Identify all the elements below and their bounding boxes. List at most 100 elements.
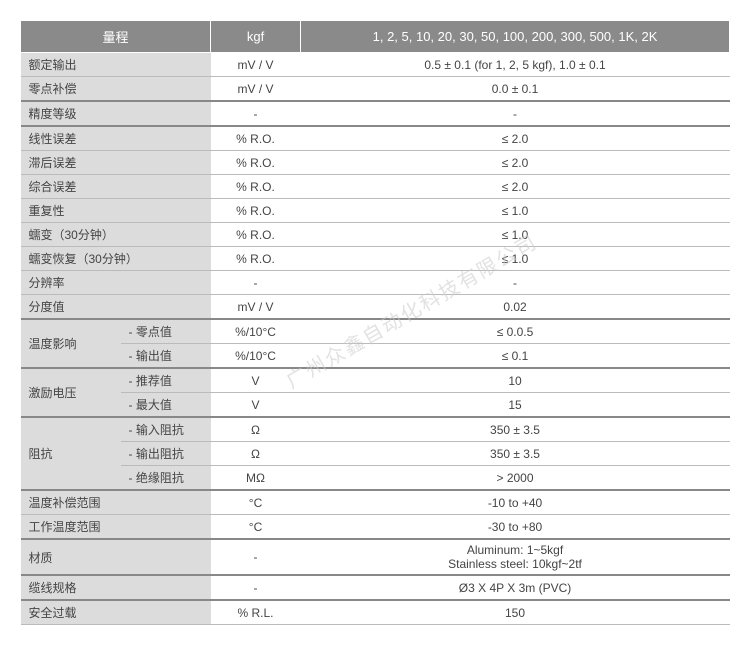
- row-unit: % R.L.: [211, 600, 301, 625]
- header-range: 量程: [21, 21, 211, 53]
- row-unit: °C: [211, 515, 301, 540]
- row-unit: MΩ: [211, 466, 301, 491]
- table-row: 精度等级--: [21, 101, 730, 126]
- row-unit: %/10°C: [211, 344, 301, 369]
- row-unit: % R.O.: [211, 151, 301, 175]
- table-row: - 输出值%/10°C≤ 0.1: [21, 344, 730, 369]
- row-unit: % R.O.: [211, 247, 301, 271]
- row-unit: V: [211, 368, 301, 393]
- row-label: 温度补偿范围: [21, 490, 211, 515]
- row-sublabel: - 输出阻抗: [121, 442, 211, 466]
- row-value: ≤ 1.0: [301, 223, 730, 247]
- row-label: 重复性: [21, 199, 211, 223]
- row-value: ≤ 1.0: [301, 199, 730, 223]
- table-row: - 绝缘阻抗MΩ> 2000: [21, 466, 730, 491]
- table-row: 重复性% R.O.≤ 1.0: [21, 199, 730, 223]
- header-unit: kgf: [211, 21, 301, 53]
- row-unit: -: [211, 271, 301, 295]
- row-unit: mV / V: [211, 53, 301, 77]
- row-value: 15: [301, 393, 730, 418]
- row-label: 蠕变（30分钟）: [21, 223, 211, 247]
- row-value: 350 ± 3.5: [301, 442, 730, 466]
- row-unit: -: [211, 539, 301, 575]
- table-row: 安全过载% R.L.150: [21, 600, 730, 625]
- row-value: 150: [301, 600, 730, 625]
- row-value: -: [301, 101, 730, 126]
- table-row: 蠕变（30分钟）% R.O.≤ 1.0: [21, 223, 730, 247]
- table-row: 分辨率--: [21, 271, 730, 295]
- table-row: - 最大值V15: [21, 393, 730, 418]
- row-label: 工作温度范围: [21, 515, 211, 540]
- table-row: 滞后误差% R.O.≤ 2.0: [21, 151, 730, 175]
- row-value: Ø3 X 4P X 3m (PVC): [301, 575, 730, 600]
- row-value: ≤ 2.0: [301, 175, 730, 199]
- row-label: 零点补偿: [21, 77, 211, 102]
- table-row: 工作温度范围°C-30 to +80: [21, 515, 730, 540]
- table-row: 阻抗- 输入阻抗Ω350 ± 3.5: [21, 417, 730, 442]
- table-row: 综合误差% R.O.≤ 2.0: [21, 175, 730, 199]
- row-value: ≤ 0.0.5: [301, 319, 730, 344]
- row-label: 额定输出: [21, 53, 211, 77]
- row-value: 0.5 ± 0.1 (for 1, 2, 5 kgf), 1.0 ± 0.1: [301, 53, 730, 77]
- row-label: 精度等级: [21, 101, 211, 126]
- row-unit: mV / V: [211, 77, 301, 102]
- spec-table-wrap: 广州众鑫自动化科技有限公司 量程 kgf 1, 2, 5, 10, 20, 30…: [20, 20, 730, 625]
- row-unit: %/10°C: [211, 319, 301, 344]
- table-row: 零点补偿mV / V0.0 ± 0.1: [21, 77, 730, 102]
- row-sublabel: - 输出值: [121, 344, 211, 369]
- row-unit: Ω: [211, 442, 301, 466]
- table-row: 材质-Aluminum: 1~5kgfStainless steel: 10kg…: [21, 539, 730, 575]
- table-row: 激励电压- 推荐值V10: [21, 368, 730, 393]
- table-row: 线性误差% R.O.≤ 2.0: [21, 126, 730, 151]
- row-value: ≤ 2.0: [301, 126, 730, 151]
- row-value: -30 to +80: [301, 515, 730, 540]
- row-sublabel: - 推荐值: [121, 368, 211, 393]
- row-unit: % R.O.: [211, 223, 301, 247]
- table-row: 分度值mV / V0.02: [21, 295, 730, 320]
- row-unit: -: [211, 575, 301, 600]
- row-label: 综合误差: [21, 175, 211, 199]
- table-row: 温度影响- 零点值%/10°C≤ 0.0.5: [21, 319, 730, 344]
- header-values: 1, 2, 5, 10, 20, 30, 50, 100, 200, 300, …: [301, 21, 730, 53]
- row-sublabel: - 零点值: [121, 319, 211, 344]
- row-value: 0.0 ± 0.1: [301, 77, 730, 102]
- table-row: 缆线规格-Ø3 X 4P X 3m (PVC): [21, 575, 730, 600]
- row-sublabel: - 输入阻抗: [121, 417, 211, 442]
- row-unit: mV / V: [211, 295, 301, 320]
- row-label: 分辨率: [21, 271, 211, 295]
- row-value: ≤ 2.0: [301, 151, 730, 175]
- row-value: ≤ 1.0: [301, 247, 730, 271]
- row-unit: V: [211, 393, 301, 418]
- row-label: 滞后误差: [21, 151, 211, 175]
- row-sublabel: - 最大值: [121, 393, 211, 418]
- row-label: 安全过载: [21, 600, 211, 625]
- row-group-label: 激励电压: [21, 368, 121, 417]
- row-unit: -: [211, 101, 301, 126]
- row-unit: % R.O.: [211, 199, 301, 223]
- row-label: 材质: [21, 539, 211, 575]
- row-value: 350 ± 3.5: [301, 417, 730, 442]
- row-value: 0.02: [301, 295, 730, 320]
- table-row: 温度补偿范围°C-10 to +40: [21, 490, 730, 515]
- row-group-label: 阻抗: [21, 417, 121, 490]
- row-group-label: 温度影响: [21, 319, 121, 368]
- row-value: 10: [301, 368, 730, 393]
- row-value: ≤ 0.1: [301, 344, 730, 369]
- row-unit: % R.O.: [211, 126, 301, 151]
- row-label: 线性误差: [21, 126, 211, 151]
- row-label: 缆线规格: [21, 575, 211, 600]
- row-value: Aluminum: 1~5kgfStainless steel: 10kgf~2…: [301, 539, 730, 575]
- row-value: -: [301, 271, 730, 295]
- table-row: 蠕变恢复（30分钟）% R.O.≤ 1.0: [21, 247, 730, 271]
- row-label: 蠕变恢复（30分钟）: [21, 247, 211, 271]
- row-value: > 2000: [301, 466, 730, 491]
- table-body: 额定输出mV / V0.5 ± 0.1 (for 1, 2, 5 kgf), 1…: [21, 53, 730, 625]
- table-row: - 输出阻抗Ω350 ± 3.5: [21, 442, 730, 466]
- table-header-row: 量程 kgf 1, 2, 5, 10, 20, 30, 50, 100, 200…: [21, 21, 730, 53]
- row-value: -10 to +40: [301, 490, 730, 515]
- table-row: 额定输出mV / V0.5 ± 0.1 (for 1, 2, 5 kgf), 1…: [21, 53, 730, 77]
- row-unit: °C: [211, 490, 301, 515]
- spec-table: 量程 kgf 1, 2, 5, 10, 20, 30, 50, 100, 200…: [20, 20, 730, 625]
- row-sublabel: - 绝缘阻抗: [121, 466, 211, 491]
- row-label: 分度值: [21, 295, 211, 320]
